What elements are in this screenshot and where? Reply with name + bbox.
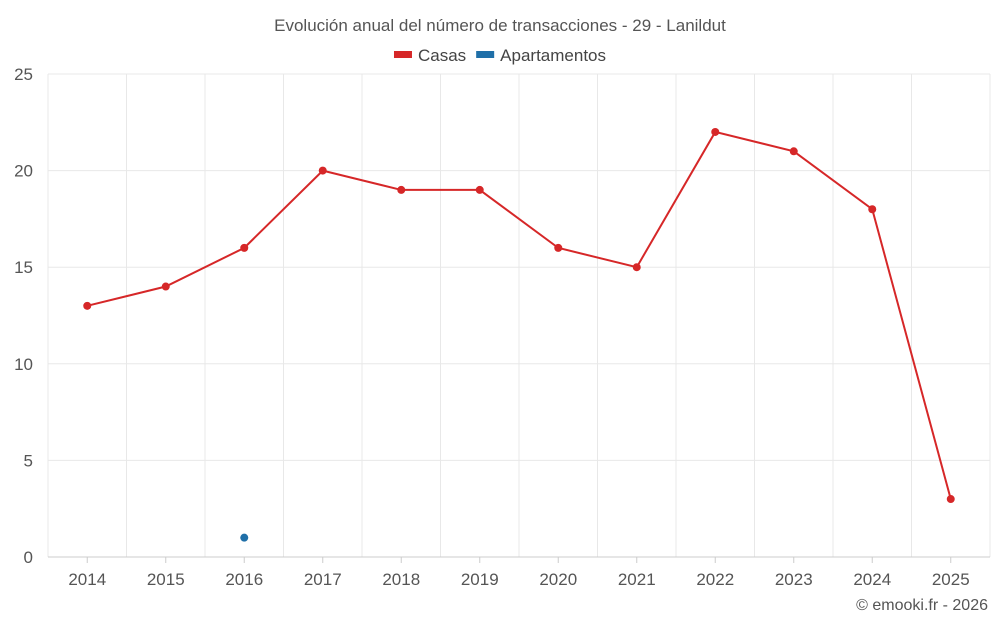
- y-tick-label: 0: [24, 548, 33, 567]
- x-tick-label: 2020: [539, 570, 577, 589]
- y-tick-label: 10: [14, 355, 33, 374]
- legend-swatch[interactable]: [393, 51, 412, 58]
- data-point-casas[interactable]: [318, 166, 327, 175]
- data-point-casas[interactable]: [475, 185, 484, 194]
- legend: Casas Apartamentos: [393, 46, 606, 65]
- x-tick-label: 2014: [68, 570, 106, 589]
- data-point-casas[interactable]: [240, 243, 249, 252]
- data-point-casas[interactable]: [711, 127, 720, 136]
- y-tick-label: 5: [24, 451, 33, 470]
- y-tick-label: 15: [14, 258, 33, 277]
- data-point-casas[interactable]: [868, 205, 877, 214]
- data-point-casas[interactable]: [632, 263, 641, 272]
- grid: [47, 73, 991, 557]
- x-tick-label: 2025: [932, 570, 970, 589]
- y-axis: 0 5 10 15 20 25: [14, 65, 33, 567]
- legend-label[interactable]: Casas: [418, 46, 466, 65]
- legend-label[interactable]: Apartamentos: [500, 46, 606, 65]
- data-point-casas[interactable]: [397, 185, 406, 194]
- x-tick-label: 2017: [304, 570, 342, 589]
- y-tick-label: 20: [14, 162, 33, 181]
- x-tick-label: 2015: [147, 570, 185, 589]
- series-layer: [83, 127, 955, 542]
- x-tick-label: 2019: [461, 570, 499, 589]
- x-tick-label: 2018: [382, 570, 420, 589]
- data-point-casas[interactable]: [161, 282, 170, 291]
- data-point-casas[interactable]: [789, 147, 798, 156]
- x-tick-label: 2022: [696, 570, 734, 589]
- data-point-casas[interactable]: [946, 495, 955, 504]
- x-axis: 2014 2015 2016 2017 2018 2019 2020 2021 2022 2023…: [48, 556, 990, 589]
- x-tick-label: 2024: [853, 570, 891, 589]
- series-line-casas: [87, 130, 952, 500]
- data-point-apartamentos[interactable]: [240, 533, 249, 542]
- credit: © emooki.fr - 2026: [856, 597, 988, 614]
- data-point-casas[interactable]: [554, 243, 563, 252]
- chart-title: Evolución anual del número de transaccio…: [274, 16, 726, 35]
- data-point-casas[interactable]: [83, 301, 92, 310]
- y-tick-label: 25: [14, 65, 33, 84]
- legend-swatch[interactable]: [476, 51, 495, 58]
- x-tick-label: 2021: [618, 570, 656, 589]
- x-tick-label: 2023: [775, 570, 813, 589]
- x-tick-label: 2016: [225, 570, 263, 589]
